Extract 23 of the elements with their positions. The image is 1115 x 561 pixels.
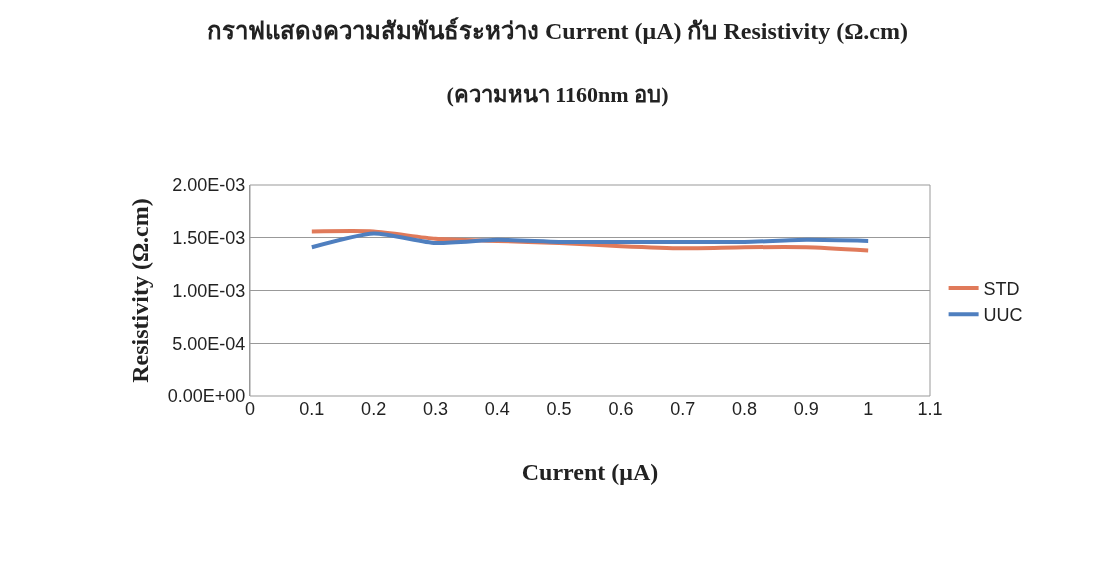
- x-tick-label: 1: [863, 399, 874, 419]
- x-tick-label: 0.4: [484, 399, 510, 419]
- y-tick-label: 1.00E-03: [172, 280, 246, 301]
- x-tick-label: 1.1: [917, 399, 943, 419]
- x-tick-label: 0.7: [670, 399, 696, 419]
- y-axis-title: Resistivity (Ω.cm): [126, 198, 153, 383]
- y-tick-label: 2.00E-03: [172, 175, 246, 196]
- x-tick-label: 0.9: [793, 399, 819, 419]
- x-tick-label: 0.2: [361, 399, 387, 419]
- chart-subtitle: (ความหนา 1160nm อบ): [446, 81, 669, 107]
- chart-title: กราฟแสดงความสัมพันธ์ระหว่าง Current (μA) กับ Resistivity (Ω.cm): [207, 17, 908, 45]
- y-tick-label: 5.00E-04: [172, 333, 246, 354]
- y-tick-label: 0.00E+00: [167, 386, 246, 407]
- y-tick-label: 1.50E-03: [172, 228, 246, 249]
- legend-label: STD: [983, 278, 1020, 299]
- x-tick-label: 0.6: [608, 399, 634, 419]
- x-tick-label: 0.3: [422, 399, 448, 419]
- x-tick-label: 0.8: [732, 399, 758, 419]
- legend-label: UUC: [983, 305, 1023, 326]
- x-tick-label: 0.1: [299, 399, 325, 419]
- x-axis-title: Current (μA): [521, 459, 659, 486]
- x-tick-label: 0: [244, 399, 256, 419]
- x-tick-label: 0.5: [546, 399, 572, 419]
